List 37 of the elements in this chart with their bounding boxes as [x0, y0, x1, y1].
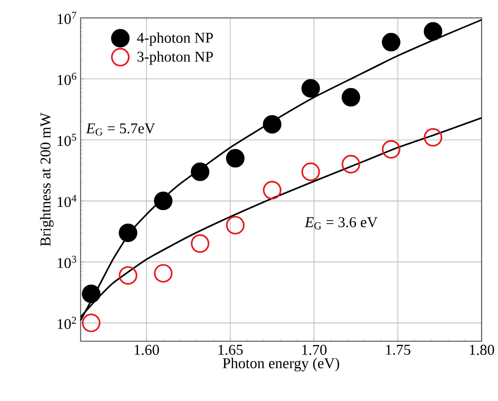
point: [424, 128, 442, 147]
x-tick-label: 1.75: [386, 344, 410, 355]
x-tick-label: 1.80: [470, 344, 494, 355]
point: [154, 264, 172, 283]
legend-label: 3-photon NP: [137, 51, 213, 65]
point: [342, 88, 360, 107]
legend-label: 4-photon NP: [137, 32, 213, 46]
x-axis-title: Photon energy (eV): [222, 358, 340, 372]
y-tick-label: 10$^{3}$: [58, 256, 76, 268]
x-tick-label: 1.65: [218, 344, 243, 355]
y-tick-label: 10$^{6}$: [58, 72, 76, 86]
annotation: E$_{G}$ = 3.6 eV: [304, 217, 378, 230]
y-tick-label: 10$^{5}$: [58, 134, 76, 146]
point: [190, 162, 210, 182]
y-tick-label: 10$^{7}$: [58, 12, 76, 24]
point: [382, 140, 400, 159]
point: [424, 22, 442, 41]
y-tick-label: 10$^{4}$: [58, 194, 76, 208]
point: [342, 154, 360, 174]
point: [382, 32, 400, 52]
annotation: E$_{G}$ = 5.7eV: [86, 123, 156, 136]
point: [262, 115, 282, 134]
point: [226, 216, 245, 234]
x-tick-label: 1.60: [134, 344, 159, 355]
point: [226, 149, 245, 168]
point: [82, 284, 100, 304]
y-tick-label: 10$^{2}$: [58, 316, 76, 330]
point: [118, 224, 138, 242]
x-tick-label: 1.70: [302, 344, 327, 355]
y-axis-title: Brightness at 200 mW: [40, 112, 54, 246]
point: [118, 266, 138, 285]
point: [301, 162, 320, 182]
point: [301, 79, 320, 98]
point: [262, 180, 282, 200]
point: [82, 314, 100, 332]
point: [154, 192, 172, 210]
point: [190, 234, 210, 253]
